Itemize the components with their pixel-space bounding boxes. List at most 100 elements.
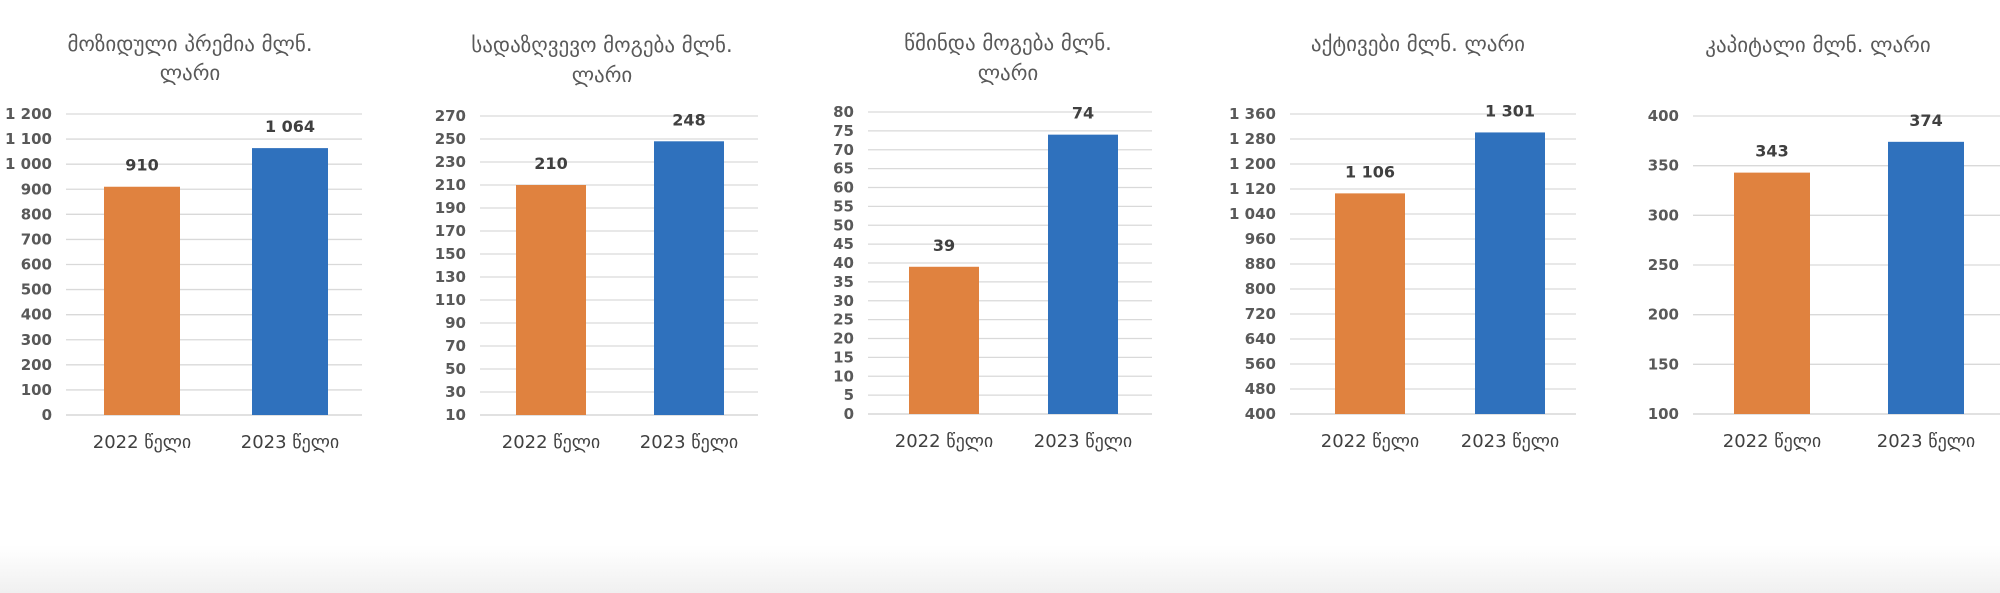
data-label: 248 [672, 110, 705, 129]
chart-3: წმინდა მოგება მლნ. ლარი 051015202530354045… [833, 31, 1152, 452]
bar-2022 [516, 185, 586, 415]
y-tick-label: 1 200 [1229, 155, 1276, 173]
chart-title-line: წმინდა მოგება მლნ. [904, 31, 1112, 55]
y-tick-label: 30 [833, 292, 854, 310]
y-tick-label: 10 [833, 367, 854, 385]
y-tick-label: 30 [445, 383, 466, 401]
y-tick-label: 45 [833, 235, 854, 253]
y-tick-label: 640 [1245, 330, 1276, 348]
bar-2023 [654, 141, 724, 416]
category-label: 2022 წელი [895, 431, 993, 452]
y-tick-label: 1 000 [5, 155, 52, 173]
y-tick-label: 90 [445, 314, 466, 332]
y-tick-label: 270 [435, 107, 466, 125]
y-tick-label: 50 [445, 360, 466, 378]
y-tick-label: 800 [21, 205, 52, 223]
y-tick-label: 150 [1648, 355, 1679, 373]
y-tick-label: 70 [445, 337, 466, 355]
y-tick-label: 190 [435, 199, 466, 217]
y-tick-label: 250 [1648, 256, 1679, 274]
y-tick-label: 60 [833, 179, 854, 197]
y-tick-label: 200 [1648, 306, 1679, 324]
category-label: 2023 წელი [241, 432, 339, 453]
data-label: 910 [125, 156, 158, 175]
data-label: 1 064 [265, 117, 315, 136]
y-tick-label: 20 [833, 330, 854, 348]
category-label: 2023 წელი [1461, 431, 1559, 452]
y-tick-label: 300 [1648, 206, 1679, 224]
y-tick-label: 130 [435, 268, 466, 286]
chart-2: სადაზღვევო მოგება მლნ. ლარი 10 30 50 70 90 110 1… [435, 33, 758, 453]
y-tick-label: 800 [1245, 280, 1276, 298]
chart-5: კაპიტალი მლნ. ლარი 100 150 200 250 300 350 400 3… [1648, 33, 2000, 452]
y-tick-label: 300 [21, 331, 52, 349]
chart-title-line: სადაზღვევო მოგება მლნ. [471, 33, 732, 57]
y-tick-label: 150 [435, 245, 466, 263]
y-tick-label: 1 100 [5, 130, 52, 148]
y-tick-label: 400 [1245, 405, 1276, 423]
chart-title-line: ლარი [160, 61, 221, 85]
data-label: 343 [1755, 142, 1788, 161]
y-tick-label: 700 [21, 230, 52, 248]
y-tick-label: 1 360 [1229, 105, 1276, 123]
bar-2023 [1475, 132, 1545, 414]
bar-2023 [1048, 134, 1118, 414]
bar-2022 [1734, 172, 1810, 414]
y-tick-label: 80 [833, 103, 854, 121]
y-tick-label: 500 [21, 281, 52, 299]
y-tick-label: 560 [1245, 355, 1276, 373]
category-label: 2022 წელი [1321, 431, 1419, 452]
y-tick-label: 480 [1245, 380, 1276, 398]
y-tick-label: 75 [833, 122, 854, 140]
y-tick-label: 210 [435, 176, 466, 194]
chart-4: აქტივები მლნ. ლარი 400 480 560 640 720 800 880 9… [1229, 32, 1576, 452]
chart-title-line: მოზიდული პრემია მლნ. [67, 32, 312, 56]
y-tick-label: 0 [42, 406, 52, 424]
bar-2023 [1888, 141, 1964, 414]
y-tick-label: 0 [844, 405, 854, 423]
y-tick-label: 10 [445, 406, 466, 424]
category-label: 2023 წელი [1877, 431, 1975, 452]
y-tick-label: 720 [1245, 305, 1276, 323]
y-tick-label: 350 [1648, 157, 1679, 175]
chart-title-line: კაპიტალი მლნ. ლარი [1705, 33, 1930, 57]
bottom-shadow [0, 545, 2000, 593]
y-tick-label: 1 200 [5, 105, 52, 123]
y-tick-label: 170 [435, 222, 466, 240]
category-label: 2023 წელი [1034, 431, 1132, 452]
y-tick-label: 900 [21, 180, 52, 198]
y-tick-label: 35 [833, 273, 854, 291]
y-tick-label: 55 [833, 197, 854, 215]
chart-title-line: ლარი [572, 63, 633, 87]
y-tick-label: 40 [833, 254, 854, 272]
data-label: 74 [1072, 104, 1094, 123]
bar-2022 [909, 266, 979, 414]
y-tick-label: 70 [833, 141, 854, 159]
category-label: 2022 წელი [502, 432, 600, 453]
y-tick-label: 1 280 [1229, 130, 1276, 148]
data-label: 1 301 [1485, 101, 1535, 120]
y-tick-label: 600 [21, 256, 52, 274]
category-label: 2023 წელი [640, 432, 738, 453]
y-tick-label: 100 [1648, 405, 1679, 423]
y-tick-label: 25 [833, 311, 854, 329]
chart-title-line: ლარი [978, 61, 1039, 85]
y-tick-label: 15 [833, 348, 854, 366]
data-label: 210 [534, 154, 567, 173]
y-tick-label: 100 [21, 381, 52, 399]
y-tick-label: 250 [435, 130, 466, 148]
chart-1: მოზიდული პრემია მლნ. ლარი 0 100 200 300 400 500… [5, 32, 362, 453]
bar-2022 [1335, 193, 1405, 414]
y-tick-label: 50 [833, 216, 854, 234]
y-tick-label: 1 120 [1229, 180, 1276, 198]
y-tick-label: 230 [435, 153, 466, 171]
y-tick-label: 5 [844, 386, 854, 404]
data-label: 1 106 [1345, 162, 1395, 181]
data-label: 39 [933, 236, 955, 255]
category-label: 2022 წელი [1723, 431, 1821, 452]
y-tick-label: 400 [1648, 107, 1679, 125]
bar-2023 [252, 148, 328, 415]
chart-title-line: აქტივები მლნ. ლარი [1311, 32, 1525, 56]
